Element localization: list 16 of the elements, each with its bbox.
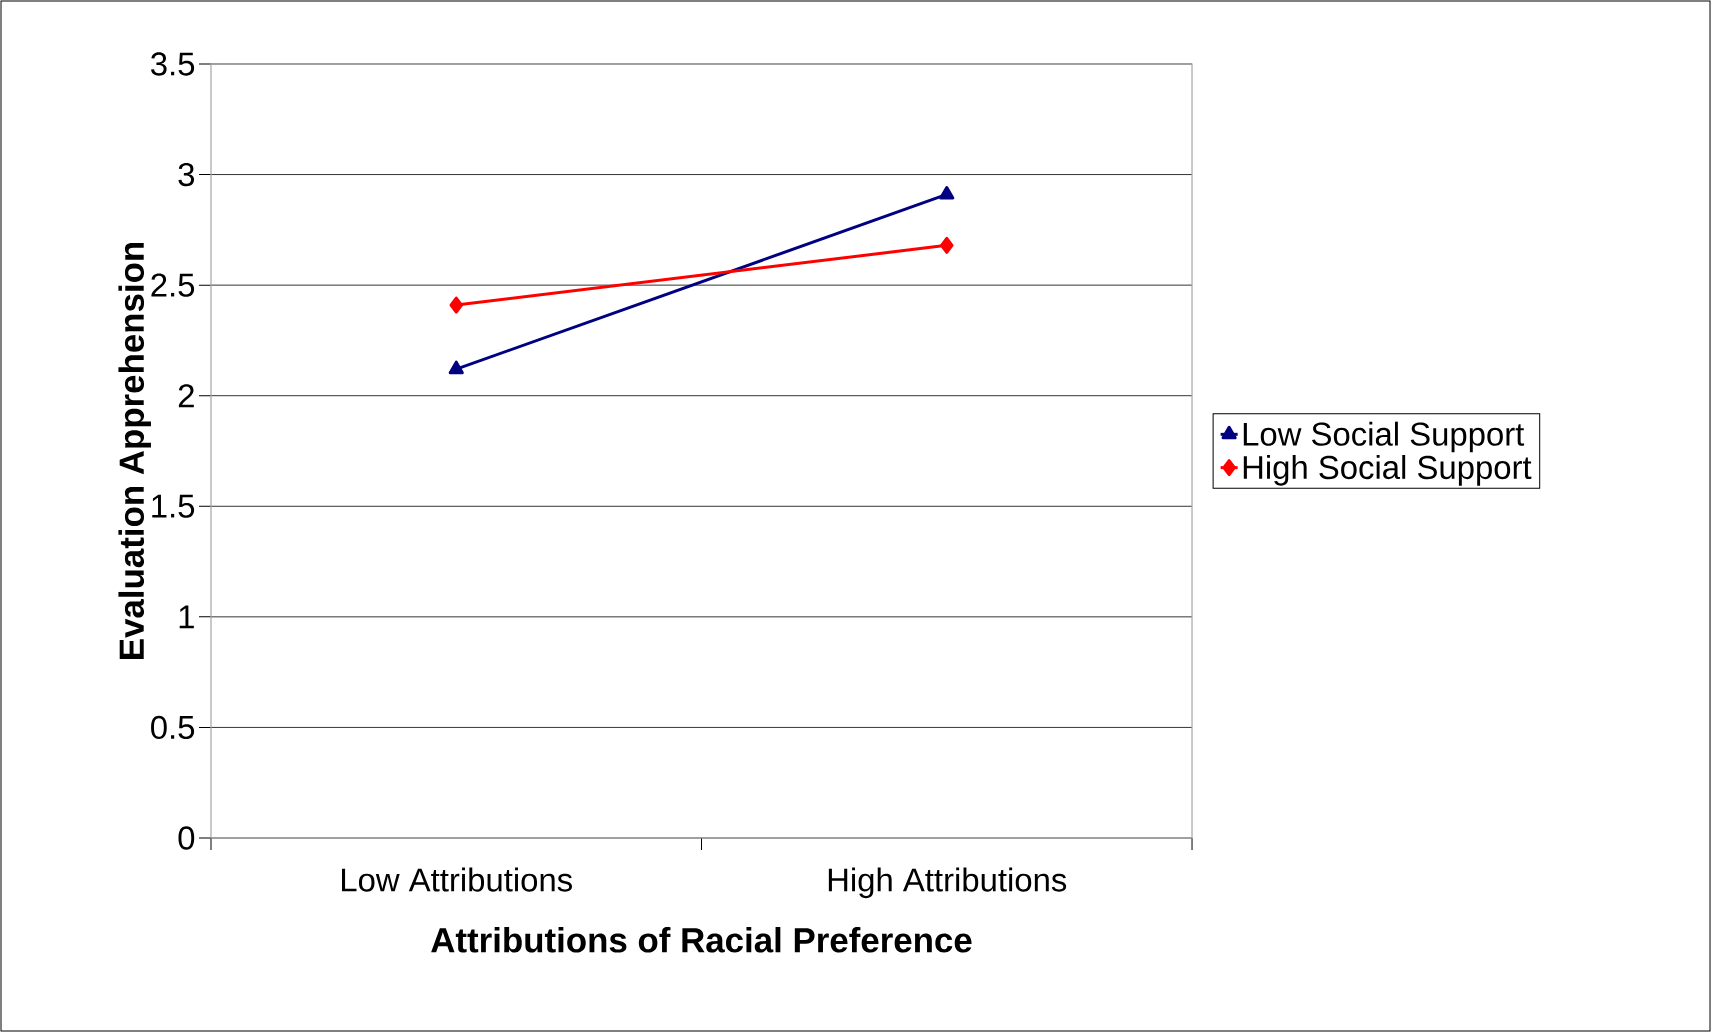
y-tick-label: 0 [178, 826, 195, 850]
y-tick-label: 0.5 [151, 715, 195, 740]
x-axis-title: Attributions of Racial Preference [431, 927, 972, 953]
point [449, 296, 464, 314]
y-tick-label: 1 [179, 605, 194, 629]
y-tick-label: 3.5 [151, 52, 195, 76]
legend-label: Low Social Support [1243, 421, 1525, 453]
y-axis-title: Evaluation Apprehension [118, 242, 151, 659]
y-tick-label: 3 [178, 162, 195, 187]
y-tick-label: 2.5 [151, 273, 195, 297]
x-tick-label: Low Attributions [342, 867, 572, 892]
y-tick-label: 1.5 [152, 494, 195, 518]
legend-label: High Social Support [1243, 454, 1532, 486]
x-tick-label: High Attributions [828, 867, 1067, 899]
y-tick-label: 2 [178, 384, 194, 408]
point [940, 236, 954, 254]
